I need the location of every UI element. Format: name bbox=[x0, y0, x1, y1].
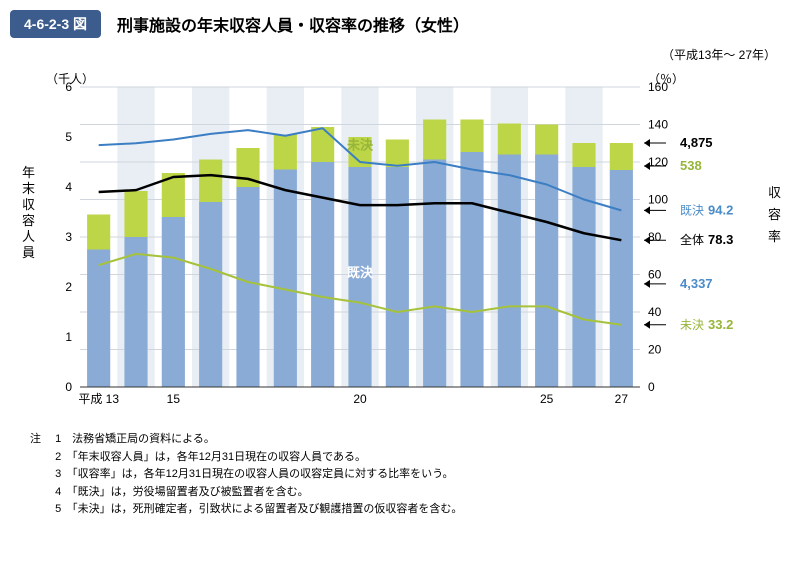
svg-text:20: 20 bbox=[648, 343, 662, 357]
svg-text:収: 収 bbox=[768, 185, 781, 200]
svg-text:6: 6 bbox=[65, 80, 72, 94]
svg-text:既決: 既決 bbox=[680, 203, 704, 217]
svg-text:20: 20 bbox=[353, 392, 367, 406]
svg-text:容: 容 bbox=[22, 213, 35, 228]
svg-text:15: 15 bbox=[167, 392, 181, 406]
svg-text:率: 率 bbox=[768, 229, 781, 244]
svg-text:既決: 既決 bbox=[347, 265, 374, 280]
footnotes: 注 1 法務省矯正局の資料による。2 「年末収容人員」は，各年12月31日現在の… bbox=[30, 431, 786, 519]
svg-text:4,337: 4,337 bbox=[680, 276, 713, 291]
svg-text:60: 60 bbox=[648, 268, 662, 282]
svg-text:33.2: 33.2 bbox=[708, 317, 733, 332]
svg-text:100: 100 bbox=[648, 193, 668, 207]
svg-text:0: 0 bbox=[65, 380, 72, 394]
note-head: 注 bbox=[30, 431, 52, 449]
svg-text:人: 人 bbox=[22, 229, 35, 244]
svg-text:全体: 全体 bbox=[680, 232, 704, 247]
svg-text:平成 13: 平成 13 bbox=[78, 392, 119, 406]
svg-text:1: 1 bbox=[65, 330, 72, 344]
svg-text:3: 3 bbox=[65, 230, 72, 244]
svg-text:0: 0 bbox=[648, 380, 655, 394]
svg-text:容: 容 bbox=[768, 207, 781, 222]
period-label: （平成13年～ 27年） bbox=[10, 46, 776, 63]
svg-text:年: 年 bbox=[22, 165, 35, 180]
svg-text:末: 末 bbox=[22, 181, 35, 196]
chart-title: 刑事施設の年末収容人員・収容率の推移（女性） bbox=[117, 12, 469, 36]
svg-text:25: 25 bbox=[540, 392, 554, 406]
svg-text:120: 120 bbox=[648, 155, 668, 169]
svg-text:員: 員 bbox=[22, 245, 35, 260]
svg-text:40: 40 bbox=[648, 305, 662, 319]
svg-text:収: 収 bbox=[22, 197, 35, 212]
svg-text:2: 2 bbox=[65, 280, 72, 294]
svg-text:160: 160 bbox=[648, 80, 668, 94]
svg-text:27: 27 bbox=[615, 392, 629, 406]
chart-area: （千人）0123456年末収容人員（％）02040608010012014016… bbox=[10, 67, 786, 427]
svg-text:4: 4 bbox=[65, 180, 72, 194]
svg-text:94.2: 94.2 bbox=[708, 202, 733, 217]
svg-text:4,875: 4,875 bbox=[680, 135, 713, 150]
svg-text:未決: 未決 bbox=[680, 318, 704, 332]
figure-tag: 4-6-2-3 図 bbox=[10, 10, 101, 38]
svg-text:未決: 未決 bbox=[346, 138, 374, 153]
svg-text:5: 5 bbox=[65, 130, 72, 144]
svg-text:80: 80 bbox=[648, 230, 662, 244]
svg-text:78.3: 78.3 bbox=[708, 232, 733, 247]
svg-text:538: 538 bbox=[680, 158, 702, 173]
svg-text:140: 140 bbox=[648, 118, 668, 132]
